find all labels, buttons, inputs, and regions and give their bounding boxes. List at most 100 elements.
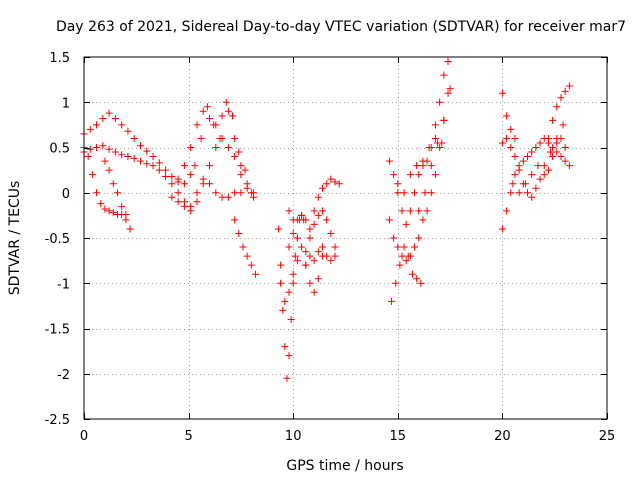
data-point: [323, 180, 331, 188]
data-point: [174, 189, 182, 197]
data-point: [143, 160, 151, 168]
data-point: [124, 127, 132, 135]
data-point: [423, 207, 431, 215]
data-point: [444, 89, 452, 97]
data-point: [235, 229, 243, 237]
data-point: [498, 225, 506, 233]
data-point: [231, 134, 239, 142]
data-point: [507, 189, 515, 197]
data-point: [406, 171, 414, 179]
data-point: [498, 139, 506, 147]
data-point: [306, 234, 314, 242]
data-point: [293, 257, 301, 265]
data-point: [191, 162, 199, 170]
data-point: [411, 243, 419, 251]
data-point: [318, 207, 326, 215]
data-point: [417, 279, 425, 287]
data-point: [302, 216, 310, 224]
data-point: [206, 115, 214, 123]
data-point: [118, 121, 126, 129]
data-point: [565, 82, 573, 90]
data-point: [314, 275, 322, 283]
data-point: [323, 216, 331, 224]
data-point: [532, 184, 540, 192]
data-point: [180, 180, 188, 188]
data-point: [503, 112, 511, 120]
y-tick-label: -2: [57, 368, 70, 383]
data-point: [327, 257, 335, 265]
data-point: [394, 189, 402, 197]
data-point: [218, 134, 226, 142]
data-point: [561, 87, 569, 95]
data-point: [126, 225, 134, 233]
data-point: [149, 162, 157, 170]
data-point: [413, 275, 421, 283]
data-point: [419, 216, 427, 224]
data-point: [218, 193, 226, 201]
data-point: [557, 153, 565, 161]
data-point: [402, 220, 410, 228]
data-point: [118, 202, 126, 210]
data-point: [419, 157, 427, 165]
data-point: [528, 193, 536, 201]
x-tick-label: 25: [599, 429, 616, 444]
data-point: [105, 109, 113, 117]
data-point: [394, 243, 402, 251]
data-point: [549, 144, 557, 151]
data-point: [193, 121, 201, 129]
data-point: [390, 234, 398, 242]
data-point: [534, 162, 542, 170]
data-point: [385, 157, 393, 165]
grid: [84, 57, 607, 419]
data-point: [431, 171, 439, 179]
data-point: [511, 134, 519, 142]
data-point: [241, 166, 249, 174]
data-point: [237, 162, 245, 170]
data-point: [293, 216, 301, 224]
data-point: [400, 243, 408, 251]
data-point: [84, 153, 92, 161]
data-point: [400, 189, 408, 197]
y-tick-label: -0.5: [45, 232, 70, 247]
data-point: [249, 193, 257, 201]
data-point: [427, 162, 435, 170]
data-point: [503, 207, 511, 215]
data-point: [283, 374, 291, 382]
data-point: [503, 134, 511, 142]
data-point: [394, 180, 402, 188]
data-point: [111, 148, 119, 156]
data-point: [536, 175, 544, 183]
data-point: [536, 139, 544, 147]
data-point: [302, 248, 310, 256]
data-point: [168, 180, 176, 188]
data-point: [99, 115, 107, 123]
data-point: [229, 112, 237, 120]
data-point: [279, 306, 287, 314]
data-point: [302, 261, 310, 269]
data-point: [231, 189, 239, 197]
data-point: [281, 297, 289, 305]
data-point: [93, 121, 101, 129]
data-point: [331, 243, 339, 251]
data-point: [310, 220, 318, 228]
data-point: [427, 189, 435, 197]
data-point: [206, 180, 214, 188]
data-point: [436, 98, 444, 106]
data-point: [511, 171, 519, 179]
y-axis-label: SDTVAR / TECUs: [7, 181, 23, 296]
data-point: [224, 144, 232, 151]
data-point: [291, 252, 299, 260]
data-point: [549, 116, 557, 124]
data-point: [335, 180, 343, 188]
data-point: [436, 144, 444, 151]
data-point: [231, 153, 239, 161]
data-point: [237, 171, 245, 179]
axis-ticks: 0 5 10 15 20 25 -2.5 -2 -1.5 -1 -0.5 0 0.5 1 1.5: [45, 51, 616, 444]
data-point: [434, 139, 442, 147]
data-point: [122, 216, 130, 224]
chart-title: Day 263 of 2021, Sidereal Day-to-day VTE…: [56, 19, 626, 35]
data-point: [285, 288, 293, 296]
data-point: [289, 270, 297, 278]
data-point: [444, 58, 452, 66]
data-point: [547, 148, 555, 156]
